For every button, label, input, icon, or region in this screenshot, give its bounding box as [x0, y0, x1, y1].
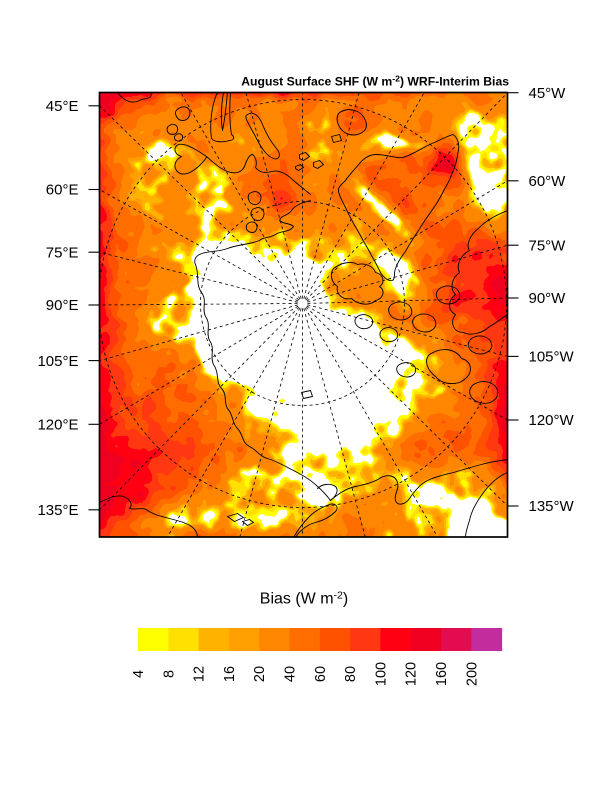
svg-text:4: 4: [131, 670, 147, 678]
svg-text:60: 60: [313, 666, 329, 682]
svg-text:August Surface SHF (W m-2) WRF: August Surface SHF (W m-2) WRF-Interim B…: [241, 74, 509, 89]
svg-text:20: 20: [252, 666, 268, 682]
svg-text:Bias (W m-2): Bias (W m-2): [260, 590, 348, 608]
svg-text:120°W: 120°W: [529, 412, 575, 429]
svg-text:16: 16: [222, 666, 238, 682]
svg-text:75°W: 75°W: [529, 237, 567, 254]
svg-text:75°E: 75°E: [46, 244, 79, 261]
svg-text:135°W: 135°W: [529, 498, 575, 515]
svg-text:90°W: 90°W: [529, 290, 567, 307]
svg-text:12: 12: [192, 666, 208, 682]
svg-text:105°E: 105°E: [37, 353, 78, 370]
svg-text:105°W: 105°W: [529, 349, 575, 366]
svg-text:8: 8: [161, 670, 177, 678]
svg-text:60°E: 60°E: [46, 182, 79, 199]
svg-text:135°E: 135°E: [37, 502, 78, 519]
svg-text:160: 160: [434, 662, 450, 686]
svg-text:45°E: 45°E: [46, 98, 79, 115]
svg-text:100: 100: [373, 662, 389, 686]
svg-text:40: 40: [283, 666, 299, 682]
svg-text:200: 200: [464, 662, 480, 686]
svg-text:45°W: 45°W: [529, 85, 567, 102]
svg-text:90°E: 90°E: [46, 297, 79, 314]
svg-text:120: 120: [404, 662, 420, 686]
svg-text:80: 80: [343, 666, 359, 682]
svg-text:120°E: 120°E: [37, 417, 78, 434]
svg-text:60°W: 60°W: [529, 173, 567, 190]
